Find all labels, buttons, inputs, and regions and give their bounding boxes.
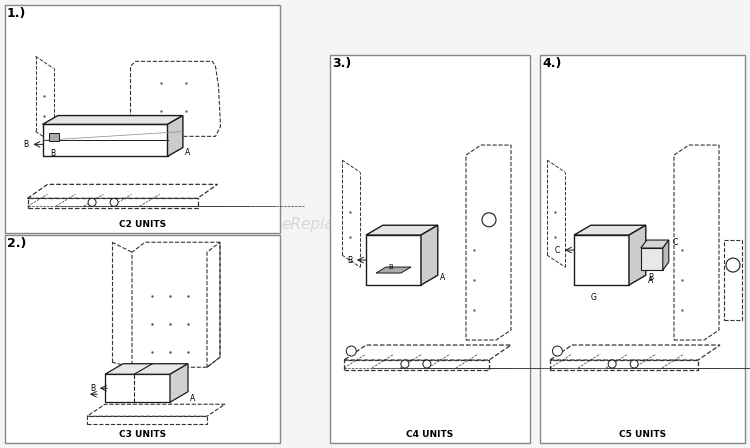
Circle shape — [346, 346, 356, 356]
Circle shape — [110, 198, 118, 207]
Polygon shape — [574, 235, 629, 285]
Polygon shape — [105, 364, 188, 374]
Text: C3 UNITS: C3 UNITS — [119, 430, 166, 439]
Polygon shape — [421, 225, 438, 285]
Circle shape — [401, 360, 409, 368]
Polygon shape — [49, 133, 58, 141]
Text: C: C — [555, 246, 560, 254]
Circle shape — [608, 360, 616, 368]
Text: 1.): 1.) — [7, 7, 26, 20]
Text: B: B — [648, 273, 653, 282]
Polygon shape — [574, 225, 646, 235]
Text: C2 UNITS: C2 UNITS — [119, 220, 166, 229]
Polygon shape — [105, 374, 170, 402]
Text: 4.): 4.) — [542, 57, 561, 70]
Polygon shape — [366, 235, 421, 285]
Polygon shape — [170, 364, 188, 402]
Polygon shape — [663, 240, 669, 270]
Text: A: A — [185, 148, 190, 157]
Text: B: B — [346, 255, 352, 264]
Polygon shape — [640, 248, 663, 270]
Polygon shape — [640, 240, 669, 248]
Text: C: C — [673, 237, 678, 246]
Text: B: B — [50, 149, 55, 158]
Text: C5 UNITS: C5 UNITS — [619, 430, 666, 439]
Text: 2.): 2.) — [7, 237, 26, 250]
Text: eReplacementParts.com: eReplacementParts.com — [282, 216, 468, 232]
Bar — [5, 5, 280, 233]
Text: 3.): 3.) — [332, 57, 351, 70]
Text: B: B — [90, 384, 95, 393]
Text: A: A — [648, 276, 653, 284]
Text: B: B — [23, 140, 28, 149]
Circle shape — [423, 360, 431, 368]
Bar — [540, 55, 745, 443]
Text: G: G — [590, 293, 596, 302]
Circle shape — [726, 258, 740, 272]
Bar — [330, 55, 530, 443]
Circle shape — [630, 360, 638, 368]
Text: C4 UNITS: C4 UNITS — [406, 430, 454, 439]
Bar — [5, 235, 280, 443]
Polygon shape — [629, 225, 646, 285]
Polygon shape — [167, 116, 183, 156]
Circle shape — [553, 346, 562, 356]
Polygon shape — [43, 116, 183, 125]
Text: A: A — [190, 394, 195, 403]
Text: A: A — [440, 272, 445, 281]
Polygon shape — [376, 267, 411, 273]
Circle shape — [88, 198, 96, 207]
Polygon shape — [43, 125, 167, 156]
Circle shape — [482, 213, 496, 227]
Polygon shape — [366, 225, 438, 235]
Text: B: B — [388, 264, 393, 270]
